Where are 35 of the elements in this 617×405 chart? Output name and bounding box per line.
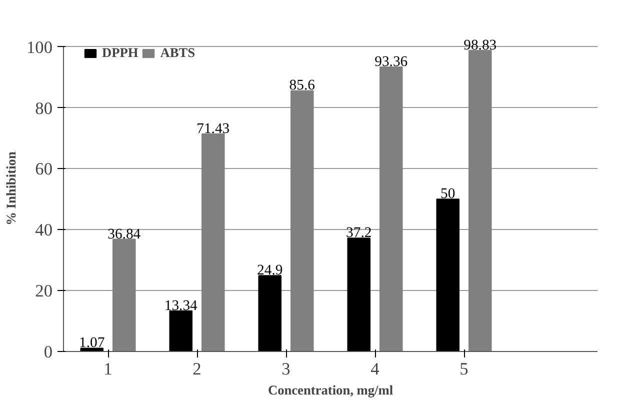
data-label: 1.07 (79, 335, 105, 352)
x-tick-label: 1 (104, 360, 112, 378)
y-axis-title: % Inhibition (4, 151, 19, 226)
x-tick-label: 2 (192, 360, 202, 378)
data-label: 50 (440, 186, 456, 202)
data-label: 71.43 (196, 120, 230, 137)
bar (436, 198, 460, 352)
bar (380, 66, 403, 352)
bar (258, 275, 282, 352)
x-axis-title: Concentration, mg/ml (268, 382, 394, 398)
data-label: 98.83 (464, 37, 497, 54)
bar (202, 133, 225, 352)
bar (468, 50, 492, 352)
y-tick-label: 40 (35, 220, 52, 240)
y-tick-label: 100 (26, 38, 53, 57)
y-tick-label: 0 (44, 342, 53, 362)
x-tick-label: 5 (460, 360, 468, 378)
bar (169, 310, 192, 352)
data-label: 13.34 (164, 298, 198, 314)
data-label: 85.6 (289, 78, 315, 94)
data-label: 24.9 (257, 262, 283, 279)
data-label: 93.36 (374, 54, 408, 70)
data-label: 37.2 (346, 225, 372, 242)
bar (80, 348, 104, 352)
x-tick-label: 3 (282, 360, 290, 378)
legend-label: DPPH (102, 45, 138, 61)
bar (290, 90, 314, 352)
y-tick-label: 60 (35, 160, 52, 179)
legend-label: ABTS (160, 45, 196, 61)
bar (112, 238, 136, 352)
y-tick-label: 80 (35, 98, 52, 118)
y-tick-label: 20 (35, 282, 52, 301)
x-tick-label: 4 (370, 360, 380, 378)
bar (347, 238, 370, 352)
data-label: 36.84 (108, 226, 142, 242)
